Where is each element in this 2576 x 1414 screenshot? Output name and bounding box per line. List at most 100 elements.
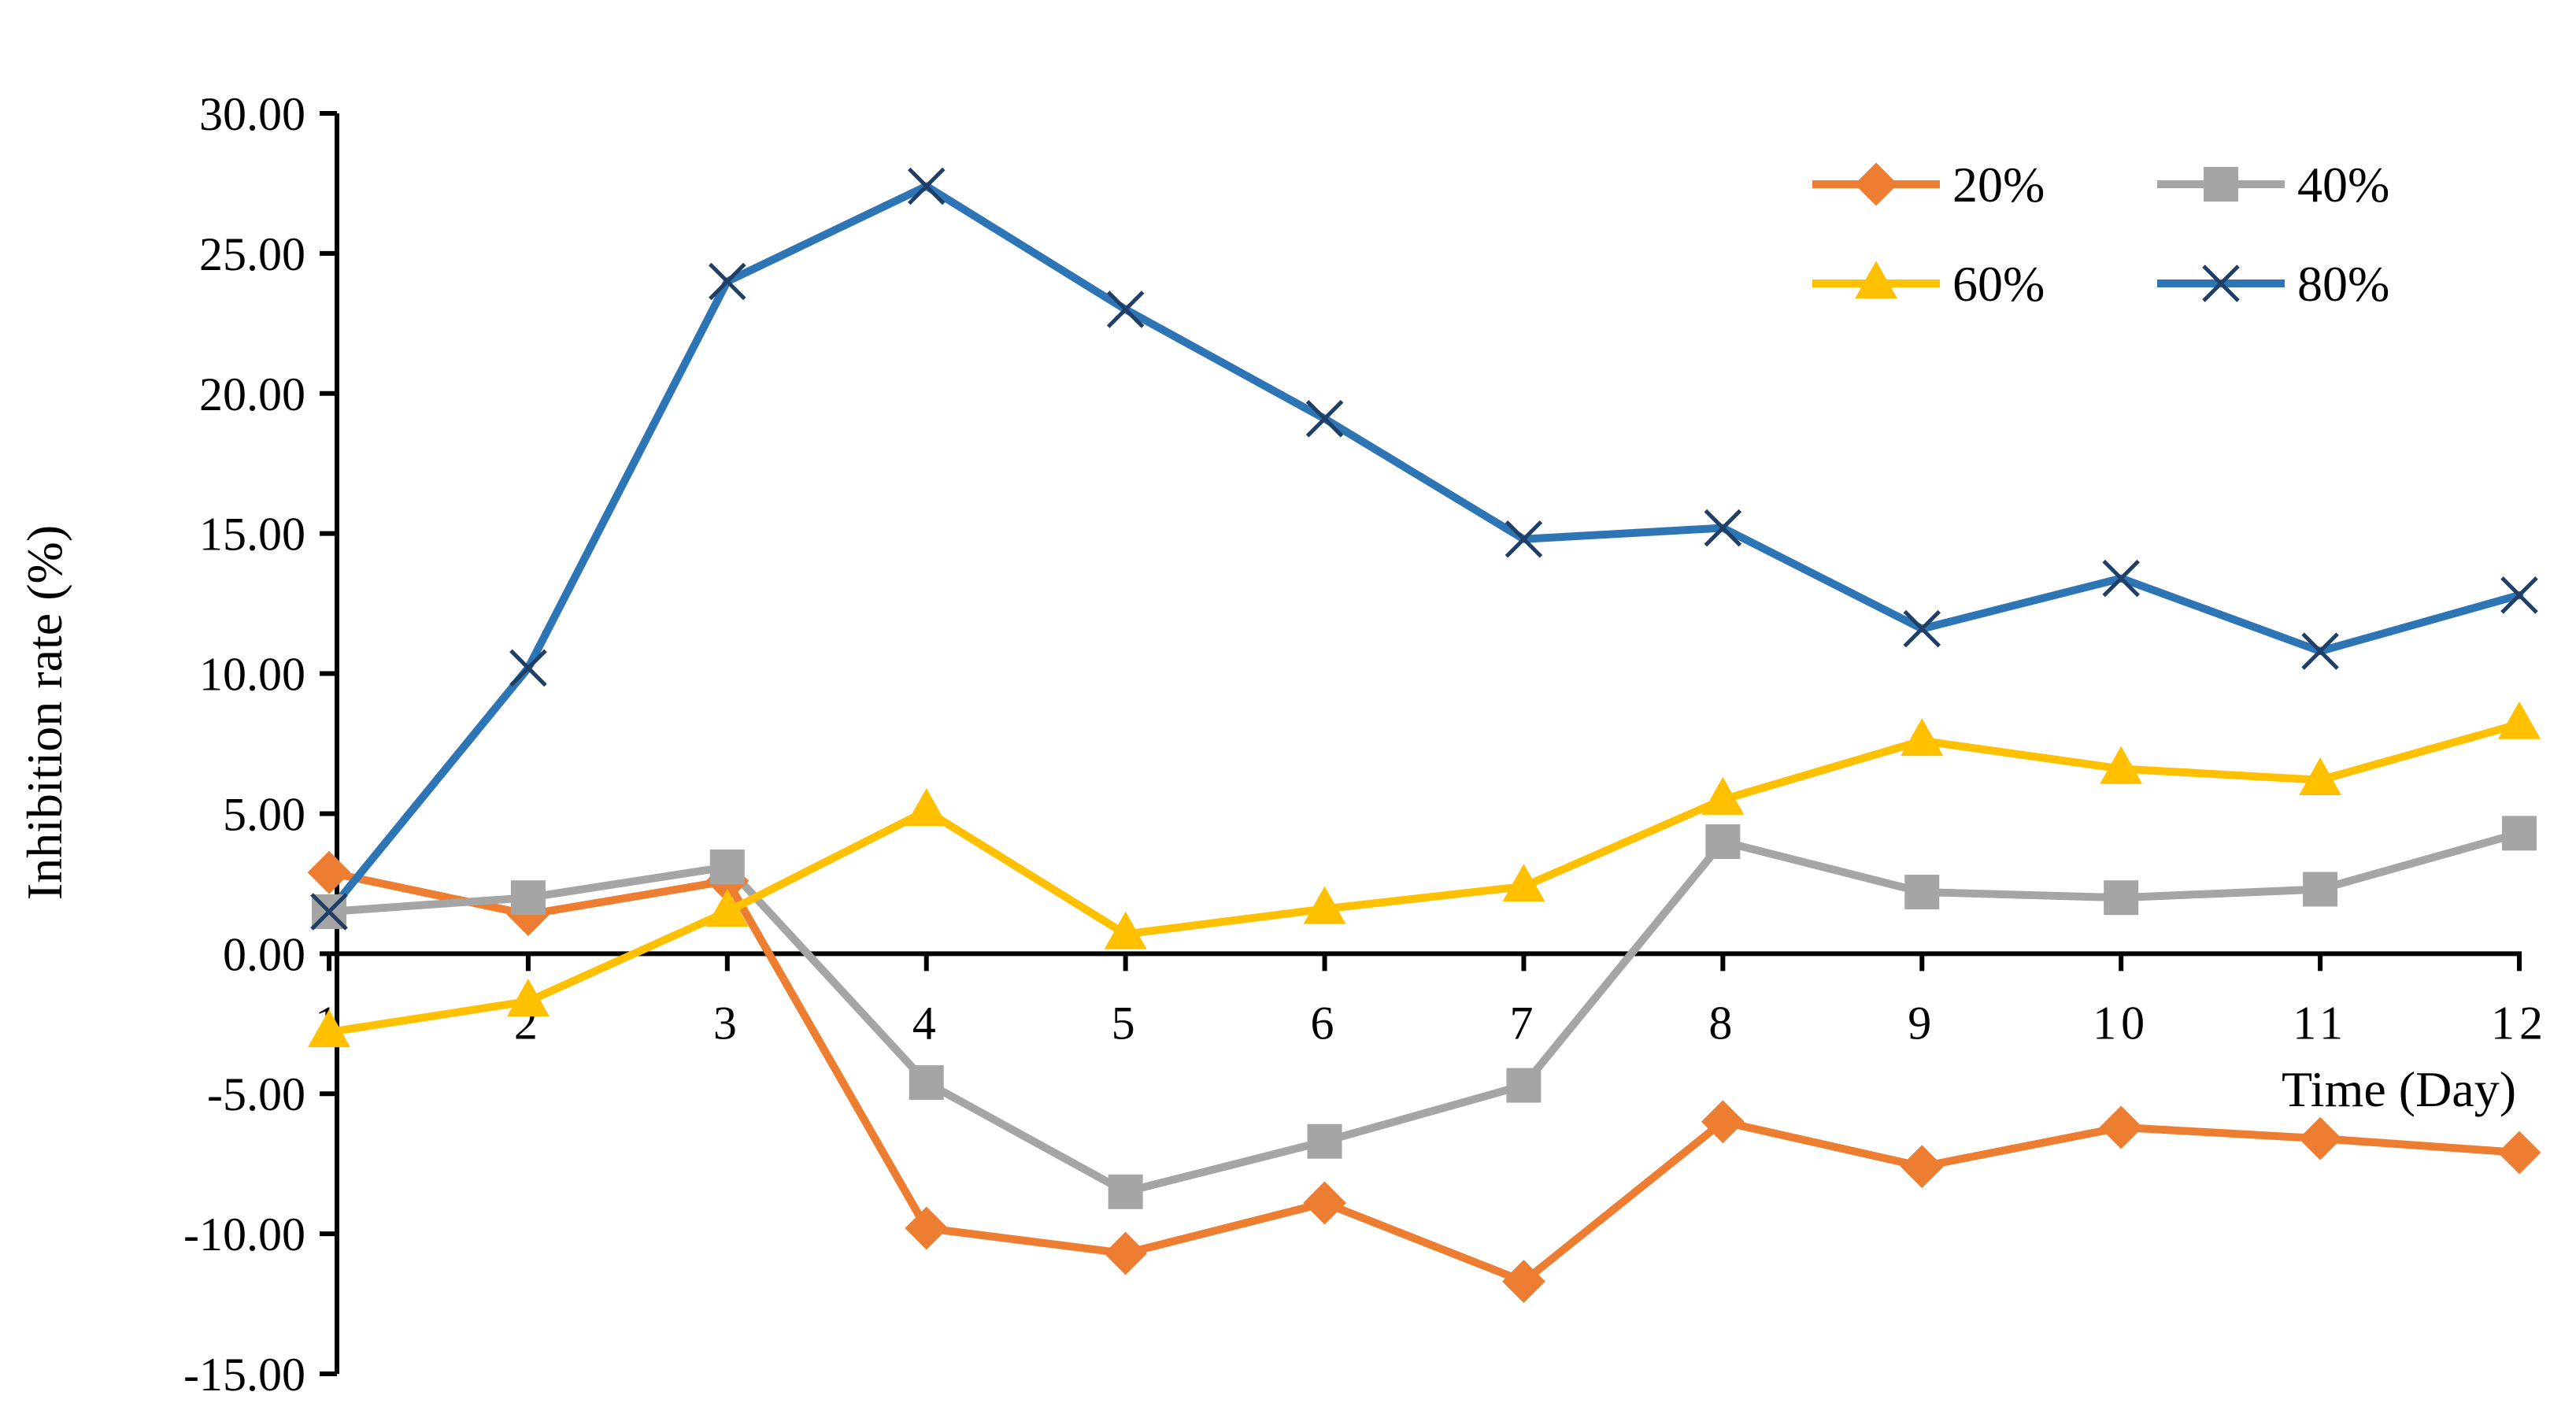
x-tick-label: 4 — [912, 997, 941, 1049]
legend: 20% 40% 60% 80% — [1812, 157, 2389, 312]
y-tick-label: 30.00 — [199, 88, 305, 140]
x-marker-stroke — [1305, 400, 1344, 438]
x-tick-label: 6 — [1311, 997, 1339, 1049]
data-point — [2104, 880, 2139, 916]
x-marker-stroke — [2500, 576, 2538, 614]
x-tick-label: 9 — [1908, 997, 1936, 1049]
data-point — [2298, 1116, 2342, 1160]
series-line — [325, 182, 2523, 916]
x-marker-stroke — [1106, 291, 1145, 328]
legend-label: 60% — [1952, 256, 2045, 312]
data-point — [709, 262, 746, 301]
x-tick-label: 5 — [1112, 997, 1140, 1049]
data-point — [2500, 576, 2538, 614]
data-point — [1502, 864, 1545, 902]
y-tick-label: 15.00 — [199, 509, 305, 561]
y-tick-label: 10.00 — [199, 649, 305, 701]
data-point — [2502, 816, 2537, 851]
data-point — [1904, 875, 1940, 910]
data-point — [2498, 701, 2541, 739]
data-point — [1305, 400, 1344, 438]
x-marker-stroke — [2202, 265, 2240, 302]
legend-item: 80% — [2157, 256, 2389, 312]
legend-swatch-marker — [2202, 265, 2240, 302]
x-marker-stroke — [907, 167, 946, 205]
series-lines — [325, 182, 2523, 1286]
data-point — [1704, 509, 1742, 547]
x-tick-label: 11 — [2293, 997, 2348, 1049]
x-marker-stroke — [2301, 632, 2339, 670]
data-point — [2301, 632, 2339, 670]
data-point — [1701, 1100, 1745, 1144]
y-tick-label: -15.00 — [183, 1349, 305, 1401]
data-point — [1104, 1231, 1148, 1275]
x-marker-stroke — [1704, 509, 1742, 547]
data-point — [1705, 824, 1741, 860]
data-point — [2102, 559, 2140, 598]
x-marker-stroke — [509, 649, 547, 687]
data-point — [705, 889, 749, 927]
x-tick-label: 10 — [2093, 997, 2149, 1049]
y-tick-label: -5.00 — [207, 1068, 305, 1120]
series-markers — [307, 167, 2541, 1304]
data-point — [2099, 1105, 2143, 1149]
x-marker-stroke — [310, 893, 348, 931]
data-point — [2497, 1131, 2541, 1175]
legend-label: 40% — [2297, 157, 2389, 213]
data-point — [1303, 1181, 1346, 1225]
data-point — [1505, 520, 1543, 558]
x-tick-label: 7 — [1509, 997, 1538, 1049]
legend-label: 80% — [2297, 256, 2389, 312]
data-point — [308, 1009, 350, 1048]
data-point — [1900, 1145, 1944, 1189]
legend-item: 60% — [1812, 256, 2045, 312]
x-marker-stroke — [1505, 520, 1543, 558]
data-point — [1701, 776, 1745, 815]
data-point — [1104, 911, 1147, 949]
y-tick-label: 0.00 — [223, 928, 305, 980]
data-point — [1506, 1068, 1542, 1103]
y-tick-label: -10.00 — [183, 1209, 305, 1260]
data-point — [907, 167, 946, 205]
y-axis-title: Inhibition rate (%) — [17, 525, 72, 900]
data-point — [1502, 1260, 1545, 1304]
data-point — [2100, 746, 2143, 784]
data-point — [1106, 291, 1145, 328]
y-tick-label: 25.00 — [199, 228, 305, 280]
data-point — [909, 1064, 944, 1100]
legend-item: 20% — [1812, 157, 2045, 213]
legend-swatch-marker — [1855, 261, 1897, 299]
data-point — [510, 880, 546, 916]
y-axis: 30.00 25.00 20.00 15.00 10.00 5.00 0.00 -5.00 -1… — [183, 88, 339, 1401]
data-point — [307, 850, 351, 894]
x-tick-label: 3 — [713, 997, 742, 1049]
x-tick-label: 12 — [2491, 997, 2548, 1049]
series-line — [325, 829, 2523, 1196]
x-tick-label: 8 — [1708, 997, 1737, 1049]
x-axis: 123456789101112 — [315, 951, 2548, 1049]
x-marker-stroke — [1903, 609, 1941, 648]
data-point — [1903, 609, 1941, 648]
data-point — [1307, 1123, 1342, 1159]
data-point — [905, 788, 948, 827]
legend-swatch-marker — [2204, 167, 2238, 202]
data-point — [509, 649, 547, 687]
data-point — [905, 1206, 949, 1250]
legend-swatch-marker — [1854, 162, 1898, 206]
data-point — [1303, 886, 1346, 924]
x-marker-stroke — [709, 262, 746, 301]
data-point — [310, 893, 348, 931]
legend-label: 20% — [1952, 157, 2045, 213]
y-tick-label: 5.00 — [223, 788, 305, 840]
y-tick-label: 20.00 — [199, 368, 305, 420]
data-point — [709, 850, 745, 885]
series-line — [325, 868, 2523, 1286]
series-line — [325, 720, 2523, 1036]
data-point — [1108, 1174, 1143, 1209]
data-point — [1901, 718, 1944, 757]
x-marker-stroke — [2102, 559, 2140, 598]
legend-item: 40% — [2157, 157, 2389, 213]
data-point — [2303, 872, 2338, 907]
data-point — [2299, 757, 2342, 795]
